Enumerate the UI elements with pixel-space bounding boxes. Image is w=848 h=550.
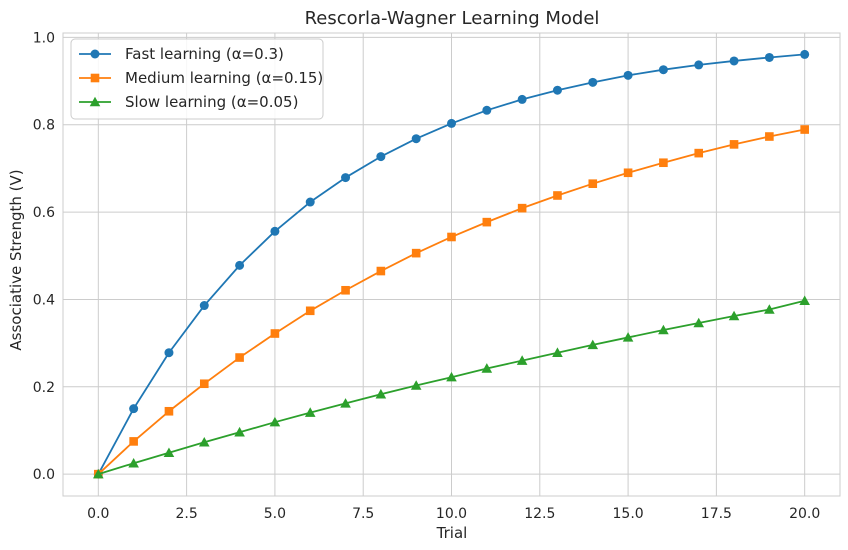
data-point bbox=[198, 436, 210, 447]
data-point bbox=[481, 363, 493, 373]
data-point bbox=[305, 306, 315, 316]
data-point bbox=[764, 304, 775, 314]
data-point bbox=[411, 134, 421, 144]
data-point bbox=[553, 191, 562, 200]
data-point bbox=[482, 217, 492, 227]
data-point bbox=[694, 60, 704, 70]
chart-title: Rescorla-Wagner Learning Model bbox=[305, 8, 600, 29]
data-point bbox=[765, 132, 774, 141]
data-point bbox=[446, 371, 457, 382]
data-point bbox=[623, 168, 633, 178]
data-point bbox=[552, 347, 563, 357]
legend-label: Medium learning (α=0.15) bbox=[125, 69, 323, 87]
data-point bbox=[199, 301, 209, 311]
data-point bbox=[587, 339, 599, 350]
data-point bbox=[270, 226, 280, 236]
data-point bbox=[376, 266, 386, 276]
x-tick-label: 12.5 bbox=[524, 506, 555, 522]
legend-box bbox=[70, 38, 324, 120]
data-point bbox=[304, 407, 316, 417]
legend-label: Slow learning (α=0.05) bbox=[125, 93, 298, 111]
data-point bbox=[199, 379, 209, 389]
data-point bbox=[729, 140, 739, 149]
legend-marker bbox=[90, 73, 100, 83]
legend-item: Slow learning (α=0.05) bbox=[79, 93, 298, 111]
x-tick-label: 15.0 bbox=[613, 506, 644, 522]
data-point bbox=[517, 203, 527, 213]
data-point bbox=[235, 260, 245, 270]
data-point bbox=[164, 406, 174, 416]
y-tick-label: 1.0 bbox=[33, 30, 55, 46]
data-point bbox=[447, 118, 456, 128]
data-point bbox=[234, 426, 245, 437]
data-point bbox=[658, 65, 668, 75]
y-tick-label: 0.6 bbox=[33, 205, 55, 221]
series-layer bbox=[93, 49, 810, 479]
y-tick-label: 0.4 bbox=[33, 292, 55, 308]
legend: Fast learning (α=0.3) Medium learning (α=… bbox=[70, 38, 324, 120]
data-point bbox=[764, 52, 774, 62]
data-point bbox=[728, 310, 740, 321]
data-point bbox=[800, 49, 810, 59]
data-point bbox=[588, 179, 598, 188]
data-point bbox=[341, 173, 351, 183]
data-point bbox=[623, 70, 633, 80]
x-tick-label: 2.5 bbox=[175, 506, 197, 522]
legend-item: Medium learning (α=0.15) bbox=[79, 69, 323, 87]
x-tick-label: 10.0 bbox=[436, 506, 467, 522]
legend-marker bbox=[90, 49, 100, 59]
y-tick-label: 0.8 bbox=[33, 118, 55, 134]
y-axis-title: Associative Strength (V) bbox=[7, 169, 25, 350]
x-axis-title: Trial bbox=[436, 524, 468, 542]
data-point bbox=[659, 158, 668, 168]
data-point bbox=[376, 152, 386, 162]
series-1 bbox=[93, 49, 810, 479]
x-tick-label: 5.0 bbox=[264, 506, 286, 522]
data-point bbox=[129, 437, 138, 446]
data-point bbox=[658, 324, 669, 335]
data-point bbox=[799, 295, 810, 305]
tick-labels: 0.0 2.5 5.0 7.5 10.0 12.5 15.0 17.5 20.0 0.0 0.2 0.… bbox=[33, 30, 821, 522]
data-point bbox=[341, 285, 350, 295]
data-point bbox=[375, 388, 387, 399]
x-tick-label: 17.5 bbox=[701, 506, 732, 522]
data-point bbox=[729, 56, 739, 66]
y-tick-label: 0.0 bbox=[33, 467, 55, 483]
data-point bbox=[516, 355, 528, 365]
data-point bbox=[129, 404, 139, 414]
data-point bbox=[410, 380, 422, 390]
plot-area bbox=[62, 32, 841, 497]
y-tick-label: 0.2 bbox=[33, 380, 55, 396]
data-point bbox=[270, 329, 280, 338]
x-tick-label: 20.0 bbox=[789, 506, 820, 522]
x-tick-label: 7.5 bbox=[352, 506, 374, 522]
data-point bbox=[235, 353, 244, 362]
data-point bbox=[411, 248, 421, 258]
legend-marker bbox=[89, 96, 101, 107]
series-2 bbox=[94, 125, 809, 479]
data-point bbox=[340, 398, 351, 408]
legend-item: Fast learning (α=0.3) bbox=[79, 45, 284, 63]
data-point bbox=[128, 457, 139, 468]
data-point bbox=[482, 105, 492, 115]
x-tick-label: 0.0 bbox=[87, 506, 109, 522]
data-point bbox=[622, 332, 634, 342]
data-point bbox=[588, 77, 598, 87]
data-point bbox=[269, 416, 281, 427]
data-point bbox=[517, 94, 527, 104]
data-point bbox=[447, 232, 456, 242]
data-point bbox=[552, 85, 562, 95]
data-point bbox=[163, 447, 175, 457]
legend-label: Fast learning (α=0.3) bbox=[125, 45, 284, 63]
data-point bbox=[694, 148, 704, 158]
data-point bbox=[305, 197, 315, 207]
data-point bbox=[164, 348, 174, 358]
data-point bbox=[800, 125, 809, 134]
data-point bbox=[693, 317, 705, 328]
series-3 bbox=[93, 295, 810, 479]
data-point bbox=[93, 468, 104, 479]
